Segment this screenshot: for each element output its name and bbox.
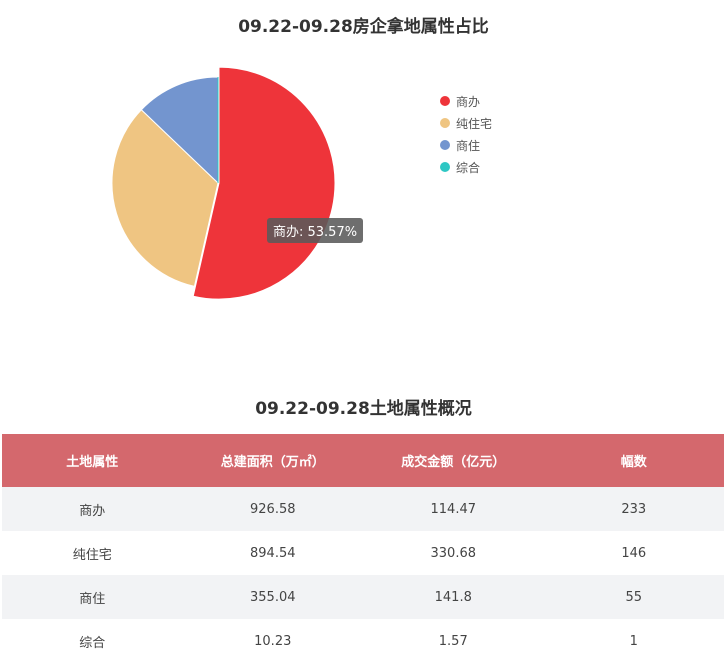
table-cell: 141.8 [434, 589, 472, 605]
table-row: 综合 10.23 1.57 1 [2, 619, 724, 663]
legend-label: 商办 [456, 94, 481, 109]
pie-tooltip: 商办: 53.57% [267, 218, 364, 243]
table-cell: 商办 [79, 503, 106, 519]
table-cell: 商住 [79, 591, 106, 607]
pie-chart [111, 66, 336, 300]
table-header-row: 土地属性 总建面积（万㎡） 成交金额（亿元） 幅数 [2, 434, 724, 487]
legend-item-shangban[interactable]: 商办 [440, 90, 492, 112]
legend: 商办 纯住宅 商住 综合 [440, 90, 492, 178]
legend-marker [440, 118, 450, 128]
table-cell: 330.68 [430, 545, 477, 561]
legend-item-chunzhuzhai[interactable]: 纯住宅 [440, 112, 492, 134]
table-cell: 233 [621, 501, 647, 517]
table-cell: 894.54 [250, 545, 296, 561]
table-cell: 综合 [79, 635, 106, 651]
table-cell: 114.47 [430, 501, 477, 517]
legend-marker [440, 162, 450, 172]
table-title: 09.22-09.28土地属性概况 [255, 399, 472, 419]
legend-marker [440, 96, 450, 106]
table-row: 商住 355.04 141.8 55 [2, 575, 724, 619]
pie-slice-2[interactable] [140, 76, 219, 185]
legend-label: 综合 [456, 160, 481, 175]
legend-label: 纯住宅 [456, 116, 493, 131]
column-header: 土地属性 [66, 455, 119, 470]
land-attribute-table: 土地属性 总建面积（万㎡） 成交金额（亿元） 幅数 商办 926.58 114.… [2, 434, 724, 663]
table-row: 商办 926.58 114.47 233 [2, 487, 724, 531]
pie-slice-1[interactable] [111, 109, 219, 287]
legend-marker [440, 140, 450, 150]
table-cell: 10.23 [254, 633, 292, 649]
column-header: 总建面积（万㎡） [220, 455, 325, 470]
chart-title: 09.22-09.28房企拿地属性占比 [238, 17, 489, 37]
table-row: 纯住宅 894.54 330.68 146 [2, 531, 724, 575]
column-header: 成交金额（亿元） [401, 455, 506, 470]
table-cell: 纯住宅 [72, 547, 112, 563]
legend-item-shangzhu[interactable]: 商住 [440, 134, 492, 156]
table-cell: 55 [625, 589, 643, 605]
table-cell: 146 [621, 545, 647, 561]
legend-item-zonghe[interactable]: 综合 [440, 156, 492, 178]
table-cell: 1.57 [438, 633, 468, 649]
table-cell: 926.58 [250, 501, 296, 517]
table-cell: 1 [629, 633, 638, 649]
table-cell: 355.04 [250, 589, 296, 605]
legend-label: 商住 [456, 138, 481, 153]
column-header: 幅数 [620, 455, 647, 470]
